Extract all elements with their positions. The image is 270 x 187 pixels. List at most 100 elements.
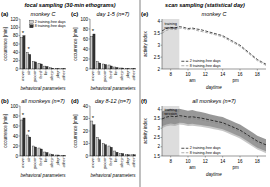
- y-tick-label: 100: [10, 25, 18, 30]
- legend-label: 8 training-free days: [190, 151, 221, 155]
- y-tick-label: 100: [10, 104, 18, 109]
- y-tick-label: 20: [83, 57, 89, 62]
- x-tick-label: play: [55, 157, 60, 166]
- bar: [108, 146, 110, 156]
- x-tick-label: 18: [255, 159, 261, 164]
- x-axis: [90, 69, 136, 70]
- annotation: pm: [233, 78, 240, 83]
- x-axis: [20, 156, 66, 157]
- y-tick-label: 60: [83, 37, 89, 42]
- y-axis: [162, 19, 163, 69]
- x-tick-label: 8: [169, 72, 172, 77]
- panel-title: all monkeys (n=7): [21, 98, 65, 104]
- legend-label: 2 training-free days: [190, 146, 221, 150]
- y-tick-label: 80: [13, 33, 19, 38]
- x-tick-label: sit: [26, 70, 31, 75]
- panel-label: (f): [141, 98, 147, 104]
- x-tick-label: lie: [43, 70, 48, 75]
- bar: [99, 63, 101, 69]
- y-tick-label: 4: [157, 107, 160, 112]
- y-axis-label: occurrence [min]: [73, 27, 78, 60]
- y-tick-label: 2: [157, 67, 160, 72]
- legend-label: 2 training-free days: [35, 20, 66, 24]
- x-tick-label: feed: [108, 70, 113, 79]
- y-tick-label: 10: [83, 141, 89, 146]
- bar: [29, 137, 31, 156]
- legend-swatch: [30, 25, 34, 28]
- line: [162, 117, 266, 146]
- line: [162, 116, 266, 145]
- bar: [114, 151, 116, 156]
- legend: 2 training-free days8 training-free days: [181, 59, 220, 68]
- plot-area: [91, 121, 136, 156]
- x-tick-label: move: [90, 70, 95, 81]
- annotation-line: session: [164, 26, 177, 30]
- x-tick-label: move: [90, 157, 95, 168]
- bar: [40, 64, 42, 69]
- y-tick-label: 20: [13, 58, 19, 63]
- y-axis-label: occurrence [min]: [3, 114, 8, 147]
- bar: [40, 149, 42, 156]
- x-tick-label: feed: [38, 70, 43, 79]
- bar: [46, 67, 48, 70]
- annotation-line: session: [164, 112, 177, 116]
- y-axis: [20, 106, 21, 156]
- annotation: pm: [233, 165, 240, 170]
- panel-label: (e): [141, 11, 148, 17]
- y-tick-label: 20: [83, 129, 89, 134]
- panel-title: monkey C: [31, 11, 56, 17]
- y-tick-label: 30: [83, 116, 89, 121]
- legend-label: 2 training-free days: [190, 59, 221, 63]
- x-tick-label: play: [55, 70, 60, 79]
- bar: [21, 38, 23, 69]
- section-title: focal sampling (30-min ethograms): [24, 2, 115, 8]
- y-tick-label: 40: [83, 47, 89, 52]
- legend: 2 training-free days8 training-free days: [30, 20, 66, 29]
- bar: [26, 135, 28, 156]
- y-tick-label: 60: [13, 42, 19, 47]
- legend-label: 8 training-free days: [190, 64, 221, 68]
- bar: [21, 120, 23, 156]
- y-tick-label: 0: [15, 67, 18, 72]
- panel-label: (a): [1, 11, 8, 17]
- bar: [44, 152, 46, 156]
- x-axis: [90, 156, 136, 157]
- panel: all monkeys (n=7)(f)activity index1.522.…: [141, 98, 266, 177]
- line: [162, 28, 266, 65]
- x-axis-label: daytime: [206, 85, 222, 90]
- bar: [44, 66, 46, 69]
- y-tick-label: 60: [13, 124, 19, 129]
- annotation: trainingsession: [164, 22, 177, 30]
- y-tick-label: 3: [157, 43, 160, 48]
- y-tick-label: 3: [157, 126, 160, 131]
- y-axis-label: activity index: [143, 30, 148, 57]
- y-tick-label: 80: [83, 27, 89, 32]
- significance-star: *: [27, 129, 30, 135]
- y-tick-label: 40: [13, 50, 19, 55]
- bar: [122, 154, 124, 157]
- x-tick-label: feed: [108, 157, 113, 166]
- y-tick-label: 20: [13, 144, 19, 149]
- panel: day 8-12 (n=7)(d)occurrence [min]0102030…: [71, 98, 136, 178]
- y-tick-label: 100: [80, 17, 88, 22]
- y-tick-label: 3.5: [154, 31, 161, 36]
- x-tick-label: groom: [32, 70, 37, 82]
- x-tick-label: groom: [32, 157, 37, 169]
- annotation: am: [189, 165, 196, 170]
- x-tick-label: sleep: [49, 157, 54, 167]
- panel-label: (d): [71, 98, 79, 104]
- y-tick-label: 40: [83, 104, 89, 109]
- x-axis: [162, 69, 266, 70]
- bar: [93, 125, 95, 156]
- bar: [110, 147, 112, 156]
- x-tick-label: sit: [26, 157, 31, 162]
- figure: monkey C (a) focal sampling (30-min ethogr…: [0, 0, 270, 187]
- bar: [23, 36, 25, 69]
- x-tick-label: other: [131, 70, 136, 80]
- legend-swatch: [181, 152, 188, 153]
- legend-swatch: [181, 148, 188, 149]
- x-tick-label: groom: [102, 157, 107, 169]
- bar: [108, 65, 110, 69]
- x-tick-label: play: [125, 70, 130, 79]
- x-axis: [20, 69, 66, 70]
